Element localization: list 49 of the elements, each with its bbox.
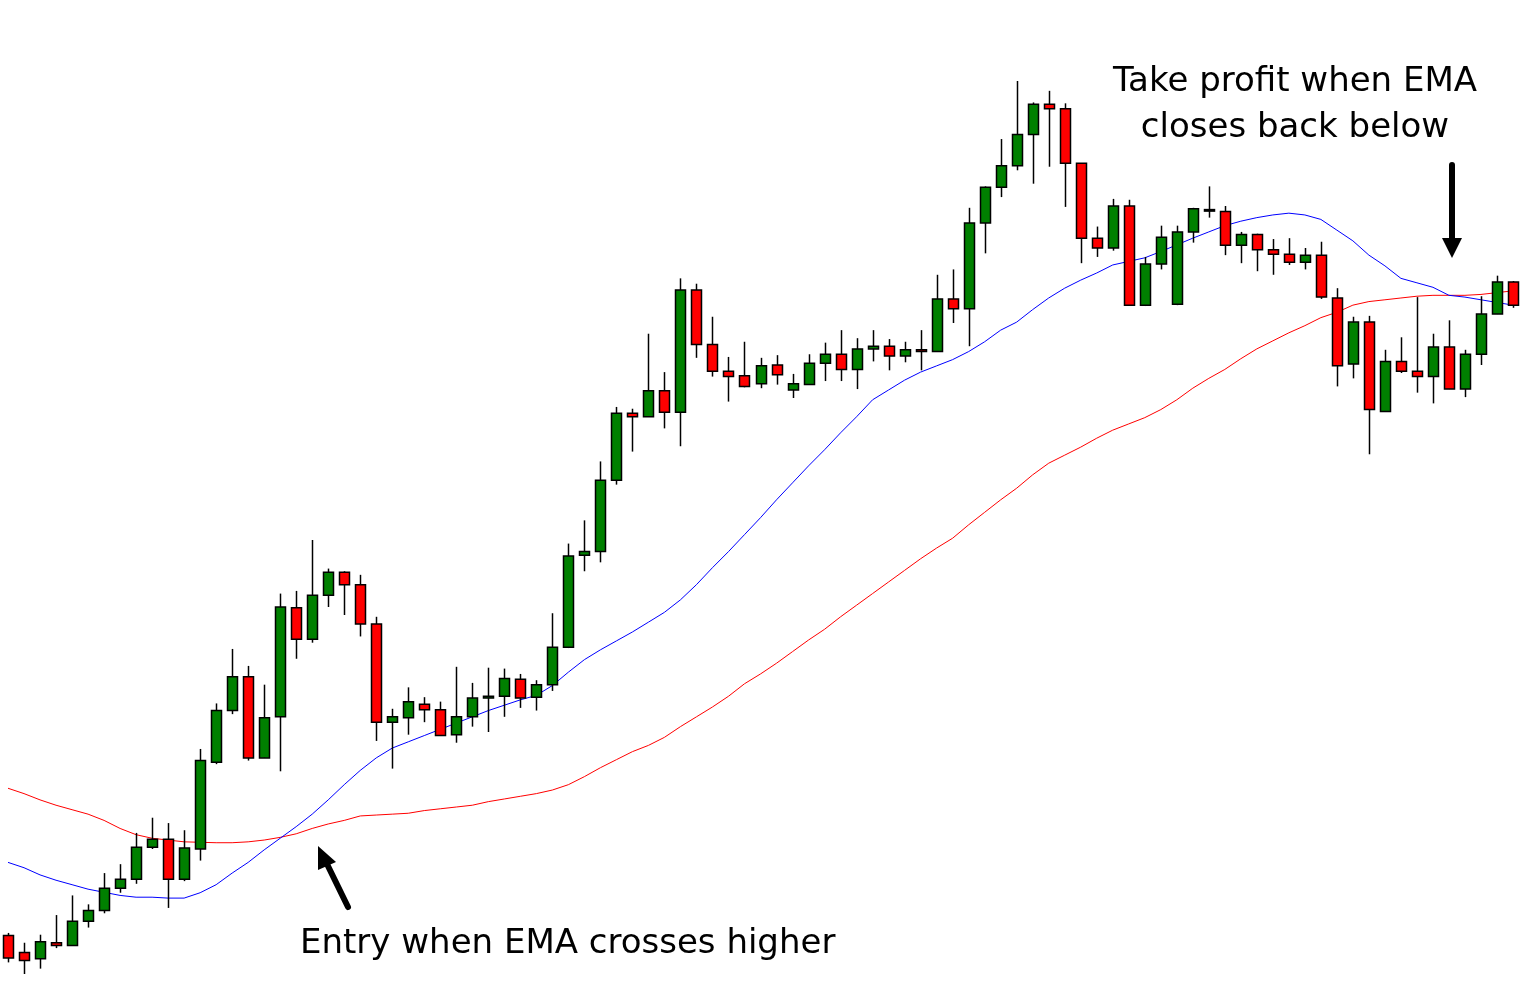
candlestick xyxy=(1411,296,1424,394)
annotation: Take profit when EMA closes back below xyxy=(1111,58,1479,147)
candlestick xyxy=(530,679,543,712)
candlestick xyxy=(578,519,591,573)
candlestick xyxy=(18,942,31,975)
candlestick xyxy=(34,933,47,970)
candlestick xyxy=(658,371,671,430)
candlestick xyxy=(1299,247,1312,271)
candlestick xyxy=(915,329,928,372)
candlestick xyxy=(114,863,127,894)
candlestick xyxy=(819,341,832,382)
candlestick xyxy=(402,686,415,736)
candlestick xyxy=(755,357,768,389)
candlestick xyxy=(787,373,800,399)
candlestick xyxy=(466,682,479,728)
candlestick xyxy=(514,673,527,709)
candlestick xyxy=(1187,207,1200,244)
candlestick xyxy=(1043,90,1056,168)
candlestick xyxy=(386,708,399,770)
candlestick xyxy=(98,872,111,915)
candlestick xyxy=(338,570,351,616)
candlestick xyxy=(867,329,880,363)
candlestick xyxy=(1091,225,1104,258)
candlestick xyxy=(1283,237,1296,266)
candlestick xyxy=(771,354,784,386)
candlestick xyxy=(947,268,960,324)
candlestick xyxy=(82,903,95,929)
candlestick xyxy=(146,816,159,850)
candlestick xyxy=(995,138,1008,198)
candlestick xyxy=(498,667,511,718)
candlestick xyxy=(450,666,463,744)
candlestick xyxy=(722,356,735,403)
candlestick xyxy=(1395,336,1408,374)
candlestick xyxy=(1251,232,1264,272)
candlestick xyxy=(50,914,63,949)
candlestick xyxy=(883,338,896,372)
candlestick xyxy=(2,932,15,964)
candlestick xyxy=(851,337,864,390)
candlestick xyxy=(835,329,848,382)
annotation: Entry when EMA crosses higher xyxy=(300,920,837,963)
candlestick xyxy=(626,407,639,453)
candlestick xyxy=(1235,231,1248,264)
candlestick xyxy=(738,341,751,389)
candlestick xyxy=(1267,238,1280,276)
candlestick xyxy=(482,666,495,733)
candlestick xyxy=(803,353,816,386)
candlestick xyxy=(322,567,335,608)
candlestick xyxy=(1203,185,1216,219)
candlestick xyxy=(899,341,912,364)
